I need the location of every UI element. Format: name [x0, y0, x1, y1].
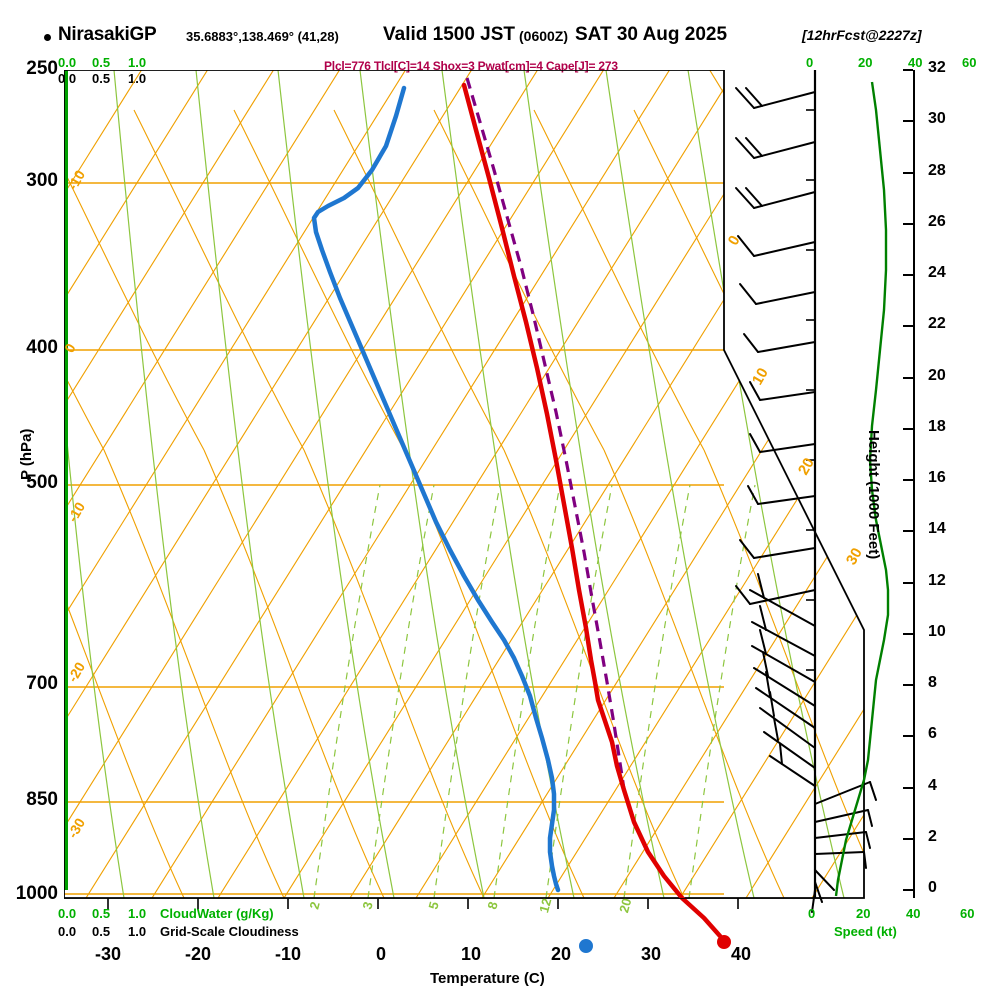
temp-tick-0: 0 [375, 944, 386, 964]
pressure-label-400: 400 [26, 337, 58, 358]
height-label-16: 16 [928, 469, 946, 486]
pressure-axis-title: P (hPa) [18, 428, 35, 480]
isobar-lines [64, 182, 724, 895]
temp-tick-m30: -30 [94, 944, 121, 964]
height-tick-22 [903, 325, 913, 328]
cloudiness-axis-title: Grid-Scale Cloudiness [160, 924, 299, 939]
wind-barbs [735, 87, 877, 913]
speed-bot-tick-3: 60 [960, 906, 975, 921]
temperature-axis-title: Temperature (C) [430, 970, 545, 987]
cloudwater-bot-tick-2: 1.0 [128, 906, 147, 921]
cloudwater-top-tick-1: 0.5 [92, 55, 111, 70]
height-tick-28 [903, 171, 913, 174]
speed-bot-tick-1: 20 [856, 906, 871, 921]
temp-tick-m10: -10 [274, 944, 301, 964]
cloudiness-top-tick-1: 0.5 [92, 71, 111, 86]
height-label-32: 32 [928, 59, 946, 76]
moist-adiabat-lines [64, 70, 845, 898]
station-coordinates: 35.6883°,138.469° (41,28) [186, 29, 339, 44]
height-tick-30 [903, 120, 913, 123]
forecast-label: [12hrFcst@2227z] [802, 27, 922, 43]
cloudwater-bot-tick-1: 0.5 [92, 906, 111, 921]
cloudiness-top-tick-2: 1.0 [128, 71, 147, 86]
dewpoint-surface-marker [579, 939, 593, 953]
station-marker-icon [44, 34, 51, 41]
height-tick-16 [903, 479, 913, 481]
temp-tick-30: 30 [640, 944, 662, 964]
height-label-26: 26 [928, 212, 946, 230]
pressure-label-300: 300 [26, 170, 58, 191]
cloudwater-top-tick-0: 0.0 [58, 55, 77, 70]
height-label-30: 30 [928, 110, 946, 128]
temperature-surface-marker [717, 935, 731, 949]
temp-tick-m20: -20 [184, 944, 211, 964]
cloudwater-top-tick-2: 1.0 [128, 55, 147, 70]
pressure-label-250: 250 [26, 58, 58, 79]
header: NirasakiGP 35.6883°,138.469° (41,28) Val… [0, 24, 1000, 50]
pressure-label-500: 500 [26, 472, 58, 493]
speed-bot-tick-2: 40 [906, 906, 921, 921]
wind-speed-curve [834, 81, 890, 897]
wind-barb-axis-ticks [806, 109, 815, 671]
valid-date: SAT 30 Aug 2025 [575, 24, 728, 45]
height-label-0: 0 [928, 879, 937, 896]
dewpoint-curve [311, 85, 561, 893]
mixing-ratio-lines [313, 484, 756, 898]
height-label-12: 12 [928, 571, 946, 589]
height-tick-2 [903, 837, 913, 840]
height-label-24: 24 [928, 264, 946, 281]
height-tick-20 [903, 376, 913, 379]
height-tick-10 [903, 632, 913, 635]
height-axis-title: Height (1000 Feet) [865, 430, 882, 560]
height-label-22: 22 [928, 315, 946, 333]
speed-top-tick-2: 40 [908, 55, 923, 70]
valid-time-utc: (0600Z) [519, 28, 569, 44]
temperature-axis-ticks [64, 898, 824, 909]
temp-tick-20: 20 [550, 944, 572, 964]
cloudiness-bot-tick-1: 0.5 [92, 924, 111, 939]
height-tick-24 [903, 274, 913, 276]
height-tick-8 [903, 684, 913, 686]
temperature-curve [461, 82, 723, 939]
plot-frame [64, 70, 865, 899]
height-label-6: 6 [928, 725, 937, 743]
valid-time: Valid 1500 JST [383, 24, 516, 45]
station-name: NirasakiGP [58, 24, 157, 45]
height-label-8: 8 [928, 674, 937, 691]
pressure-label-700: 700 [26, 673, 58, 694]
speed-top-tick-3: 60 [962, 55, 977, 70]
dry-adiabat-lines [64, 70, 864, 898]
temp-tick-40: 40 [730, 944, 752, 964]
cloudiness-bot-tick-2: 1.0 [128, 924, 147, 939]
height-label-28: 28 [928, 161, 946, 179]
cloudwater-axis-title: CloudWater (g/Kg) [160, 906, 274, 921]
speed-axis-title: Speed (kt) [834, 924, 897, 939]
cloudwater-bot-tick-0: 0.0 [58, 906, 77, 921]
height-tick-18 [903, 427, 913, 430]
temp-tick-10: 10 [460, 944, 482, 964]
sounding-plot [64, 70, 890, 953]
pressure-label-1000: 1000 [15, 883, 58, 904]
height-label-14: 14 [928, 520, 946, 538]
height-tick-12 [903, 581, 913, 584]
height-tick-26 [903, 222, 913, 225]
height-label-10: 10 [928, 622, 946, 640]
height-tick-32 [903, 69, 913, 71]
speed-top-tick-0: 0 [806, 55, 814, 70]
height-label-18: 18 [928, 417, 946, 435]
parcel-path-curve [465, 77, 627, 797]
height-tick-0 [903, 889, 913, 891]
height-label-20: 20 [928, 366, 946, 384]
speed-bot-tick-0: 0 [808, 906, 816, 921]
height-axis-line [913, 70, 915, 898]
height-tick-4 [903, 786, 913, 789]
height-label-4: 4 [928, 776, 937, 794]
pressure-label-850: 850 [26, 789, 58, 810]
cloudiness-bot-tick-0: 0.0 [58, 924, 77, 939]
height-label-2: 2 [928, 827, 937, 845]
height-tick-14 [903, 530, 913, 533]
height-tick-6 [903, 735, 913, 738]
speed-top-tick-1: 20 [858, 55, 873, 70]
